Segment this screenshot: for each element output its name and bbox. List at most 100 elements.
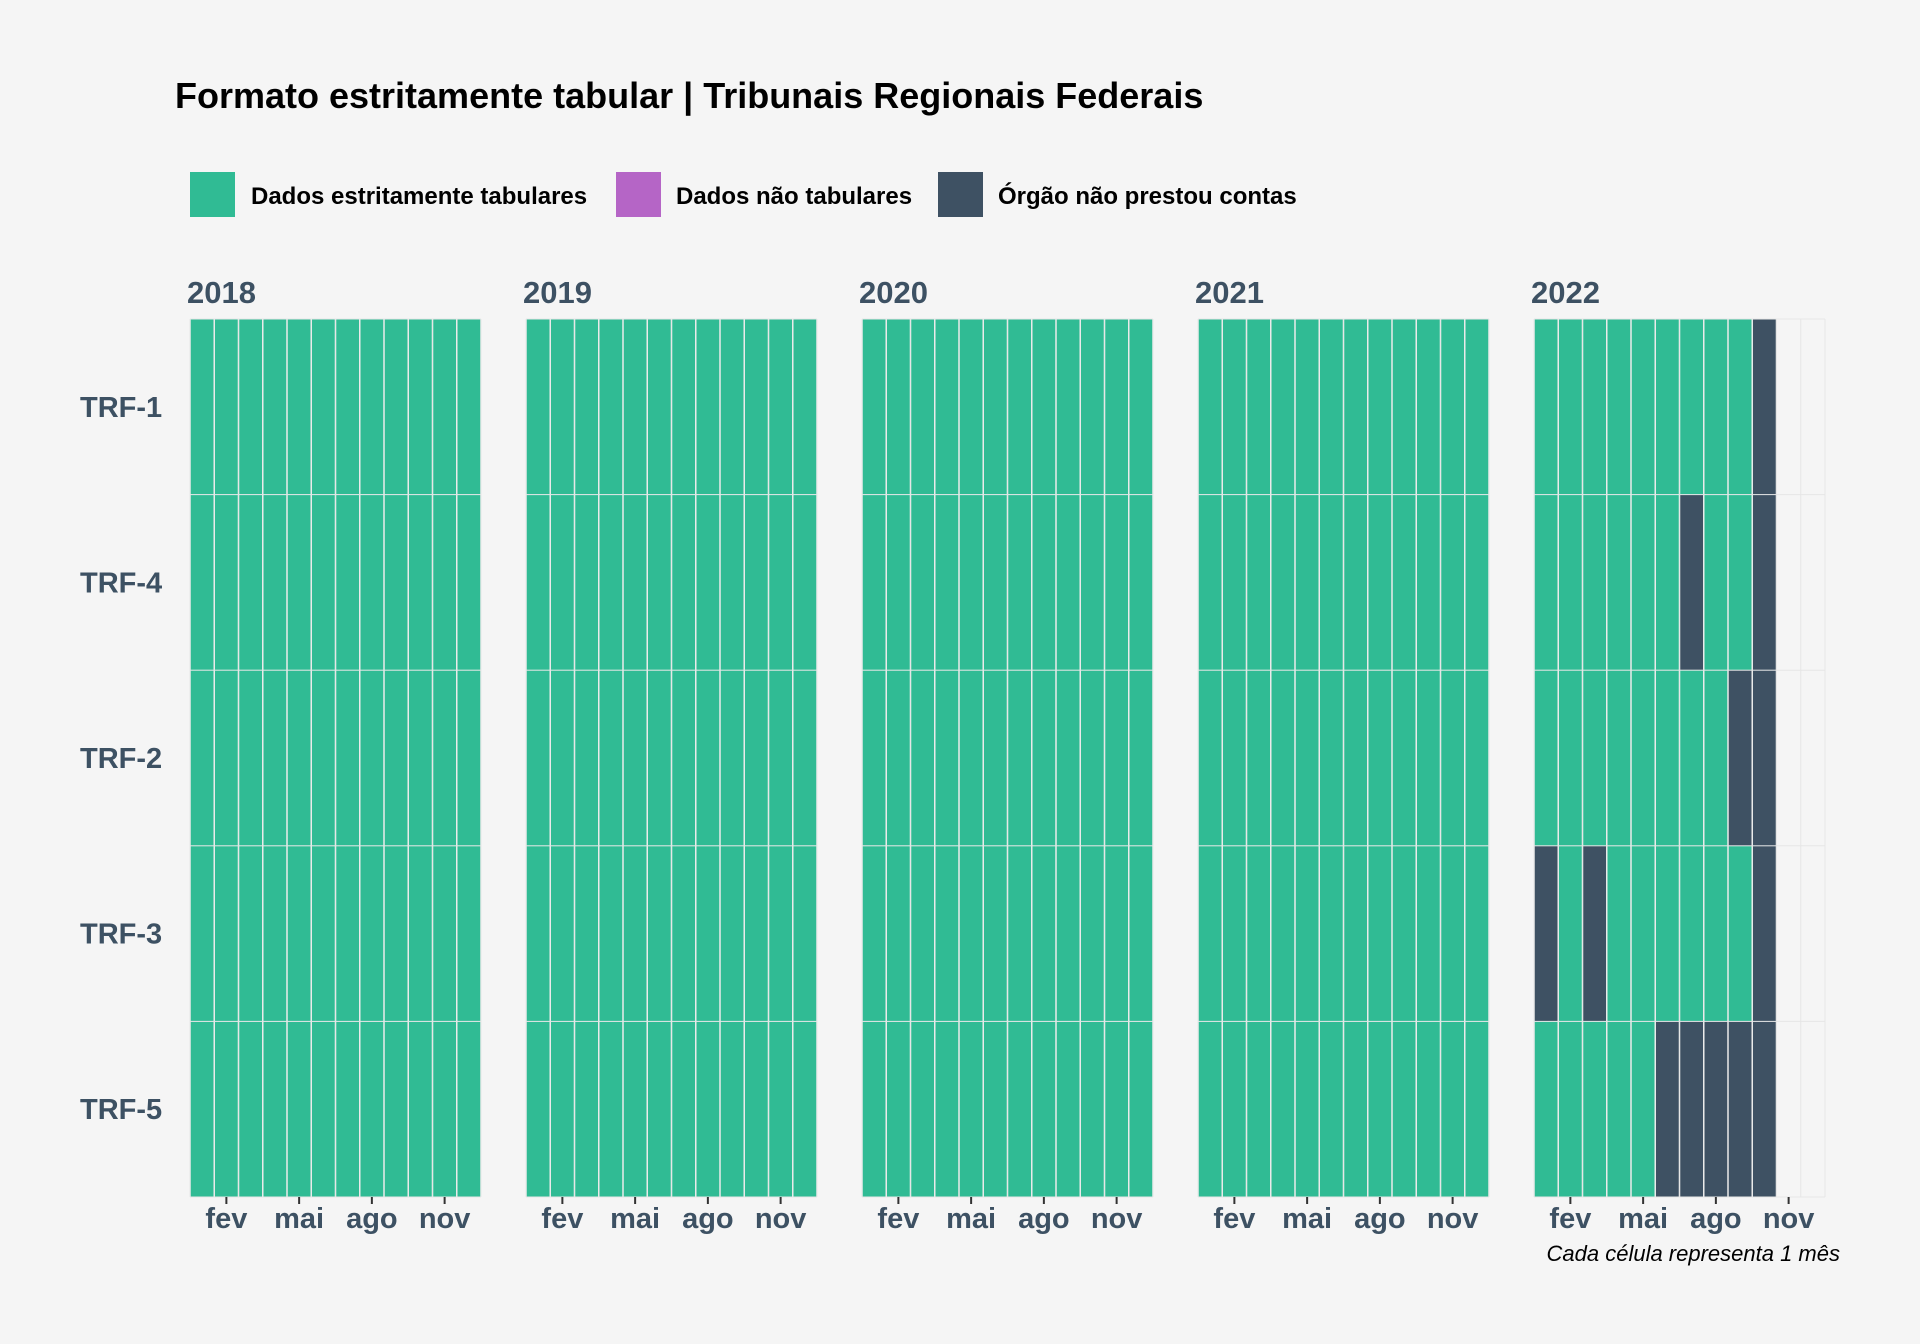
heatmap-cell: [409, 846, 432, 1021]
heatmap-cell: [1583, 846, 1606, 1021]
x-tick-label: mai: [1282, 1203, 1332, 1235]
heatmap-cell: [1008, 670, 1031, 846]
legend-swatch-nao-prestou: [938, 172, 983, 217]
heatmap-cell: [1247, 319, 1270, 495]
heatmap-cell: [1271, 846, 1295, 1021]
heatmap-cell: [1583, 495, 1606, 670]
heatmap-cell: [1129, 1021, 1153, 1197]
heatmap-cell: [862, 670, 886, 846]
heatmap-cell: [433, 846, 456, 1021]
heatmap-cell: [1559, 319, 1582, 495]
heatmap-cell: [1534, 495, 1558, 670]
heatmap-cell: [1704, 495, 1728, 670]
heatmap-cell: [551, 1021, 574, 1197]
heatmap-cell: [287, 319, 311, 495]
heatmap-cell: [190, 1021, 214, 1197]
heatmap-cell: [1656, 495, 1679, 670]
heatmap-cell: [623, 670, 647, 846]
heatmap-cell: [190, 846, 214, 1021]
heatmap-cell: [551, 495, 574, 670]
heatmap-cell: [384, 319, 408, 495]
heatmap-cell: [1559, 495, 1582, 670]
heatmap-cell: [599, 319, 623, 495]
x-tick-label: mai: [1618, 1203, 1668, 1235]
heatmap-cell: [1417, 1021, 1440, 1197]
heatmap-cell: [1368, 846, 1392, 1021]
heatmap-cell: [1247, 495, 1270, 670]
heatmap-cell: [1129, 670, 1153, 846]
heatmap-cell: [1704, 846, 1728, 1021]
heatmap-cell: [1223, 319, 1246, 495]
row-label: TRF-3: [80, 919, 162, 951]
heatmap-cell: [1295, 670, 1319, 846]
heatmap-cell: [384, 670, 408, 846]
heatmap-cell: [1368, 670, 1392, 846]
heatmap-cell: [623, 846, 647, 1021]
heatmap-cell: [433, 495, 456, 670]
heatmap-cell: [1105, 670, 1128, 846]
x-tick-label: fev: [205, 1203, 247, 1235]
heatmap-cell: [1465, 495, 1489, 670]
heatmap-cell: [215, 319, 238, 495]
chart-caption: Cada célula representa 1 mês: [1547, 1241, 1841, 1266]
heatmap-cell: [1534, 846, 1558, 1021]
heatmap-cell: [623, 319, 647, 495]
row-labels: TRF-1 TRF-4 TRF-2 TRF-3 TRF-5: [80, 392, 162, 1126]
heatmap-cell: [1680, 1021, 1703, 1197]
row-label: TRF-2: [80, 743, 162, 775]
heatmap-cell: [696, 846, 720, 1021]
heatmap-cell: [457, 319, 481, 495]
heatmap-cell: [575, 670, 598, 846]
heatmap-cell: [935, 1021, 959, 1197]
heatmap-cell: [887, 1021, 910, 1197]
panel-grid: [189, 318, 482, 1198]
heatmap-cell: [1607, 495, 1631, 670]
heatmap-cell: [984, 1021, 1007, 1197]
heatmap-cell: [1344, 1021, 1367, 1197]
heatmap-cell: [720, 495, 744, 670]
panel-year-label: 2020: [859, 275, 928, 310]
legend-label-nao-tabular: Dados não tabulares: [676, 183, 912, 210]
heatmap-cell: [1198, 319, 1222, 495]
heatmap-cell: [696, 495, 720, 670]
legend: Dados estritamente tabulares Dados não t…: [190, 172, 1297, 217]
heatmap-cell: [793, 319, 817, 495]
heatmap-cell: [1032, 846, 1056, 1021]
heatmap-cell: [1008, 1021, 1031, 1197]
heatmap-cell: [384, 495, 408, 670]
heatmap-cell: [1105, 846, 1128, 1021]
heatmap-cell: [1223, 846, 1246, 1021]
heatmap-cell: [1704, 1021, 1728, 1197]
heatmap-cell: [648, 1021, 671, 1197]
heatmap-cell: [433, 670, 456, 846]
heatmap-cell: [1081, 319, 1104, 495]
heatmap-cell: [1368, 495, 1392, 670]
x-tick-label: ago: [346, 1203, 398, 1235]
heatmap-cell: [1392, 1021, 1416, 1197]
heatmap-cell: [887, 670, 910, 846]
heatmap-cell: [1056, 319, 1080, 495]
heatmap-cell: [1607, 846, 1631, 1021]
heatmap-cell: [1417, 846, 1440, 1021]
panel-year-label: 2018: [187, 275, 256, 310]
x-tick-label: fev: [1213, 1203, 1255, 1235]
heatmap-cell: [672, 495, 695, 670]
heatmap-cell: [1105, 495, 1128, 670]
heatmap-cell: [1728, 495, 1752, 670]
heatmap-cell: [1753, 1021, 1776, 1197]
heatmap-cell: [769, 846, 792, 1021]
heatmap-cell: [935, 495, 959, 670]
heatmap-cell: [1704, 670, 1728, 846]
heatmap-cell: [911, 319, 934, 495]
heatmap-cell: [720, 1021, 744, 1197]
heatmap-cell: [862, 319, 886, 495]
heatmap-cell: [287, 495, 311, 670]
heatmap-cell: [599, 846, 623, 1021]
heatmap-cell: [769, 319, 792, 495]
heatmap-cell: [263, 670, 287, 846]
heatmap-cell: [745, 670, 768, 846]
heatmap-cell: [215, 670, 238, 846]
heatmap-cell: [862, 846, 886, 1021]
heatmap-cell: [1320, 846, 1343, 1021]
